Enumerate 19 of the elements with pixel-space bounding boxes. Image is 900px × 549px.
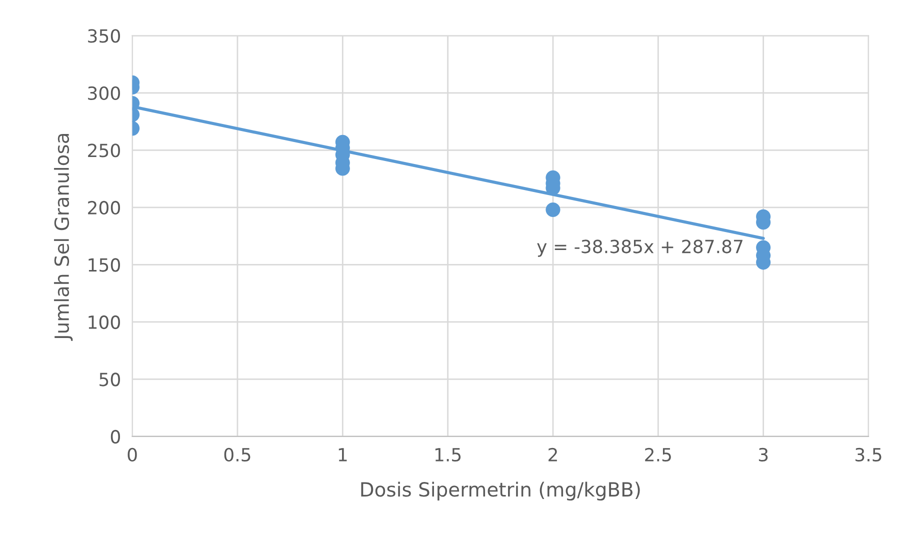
y-tick-label: 0 [110,430,120,444]
y-tick-label: 200 [88,200,120,215]
annotation: y = -38.385x + 287.87 [537,240,742,257]
y-tick-label: 50 [100,372,120,386]
x-tick-label: 1.5 [435,448,461,462]
x-tick-label: 0 [128,448,137,462]
x-tick-label: 2.5 [645,448,671,462]
x-tick-label: 1 [338,448,347,462]
x-tick-label: 2 [548,448,557,462]
y-tick-label: 350 [88,29,120,43]
y-tick-label: 100 [88,315,120,330]
x-tick-label: 3.5 [856,448,882,462]
y-axis-title: Jumlah Sel Granulosa [54,134,73,341]
x-tick-label: 3 [758,448,768,462]
y-tick-label: 150 [88,258,120,272]
y-tick-label: 250 [88,144,120,158]
x-tick-label: 0.5 [224,448,250,462]
x-axis-title: Dosis Sipermetrin (mg/kgBB) [361,482,640,501]
y-tick-label: 300 [88,86,120,100]
